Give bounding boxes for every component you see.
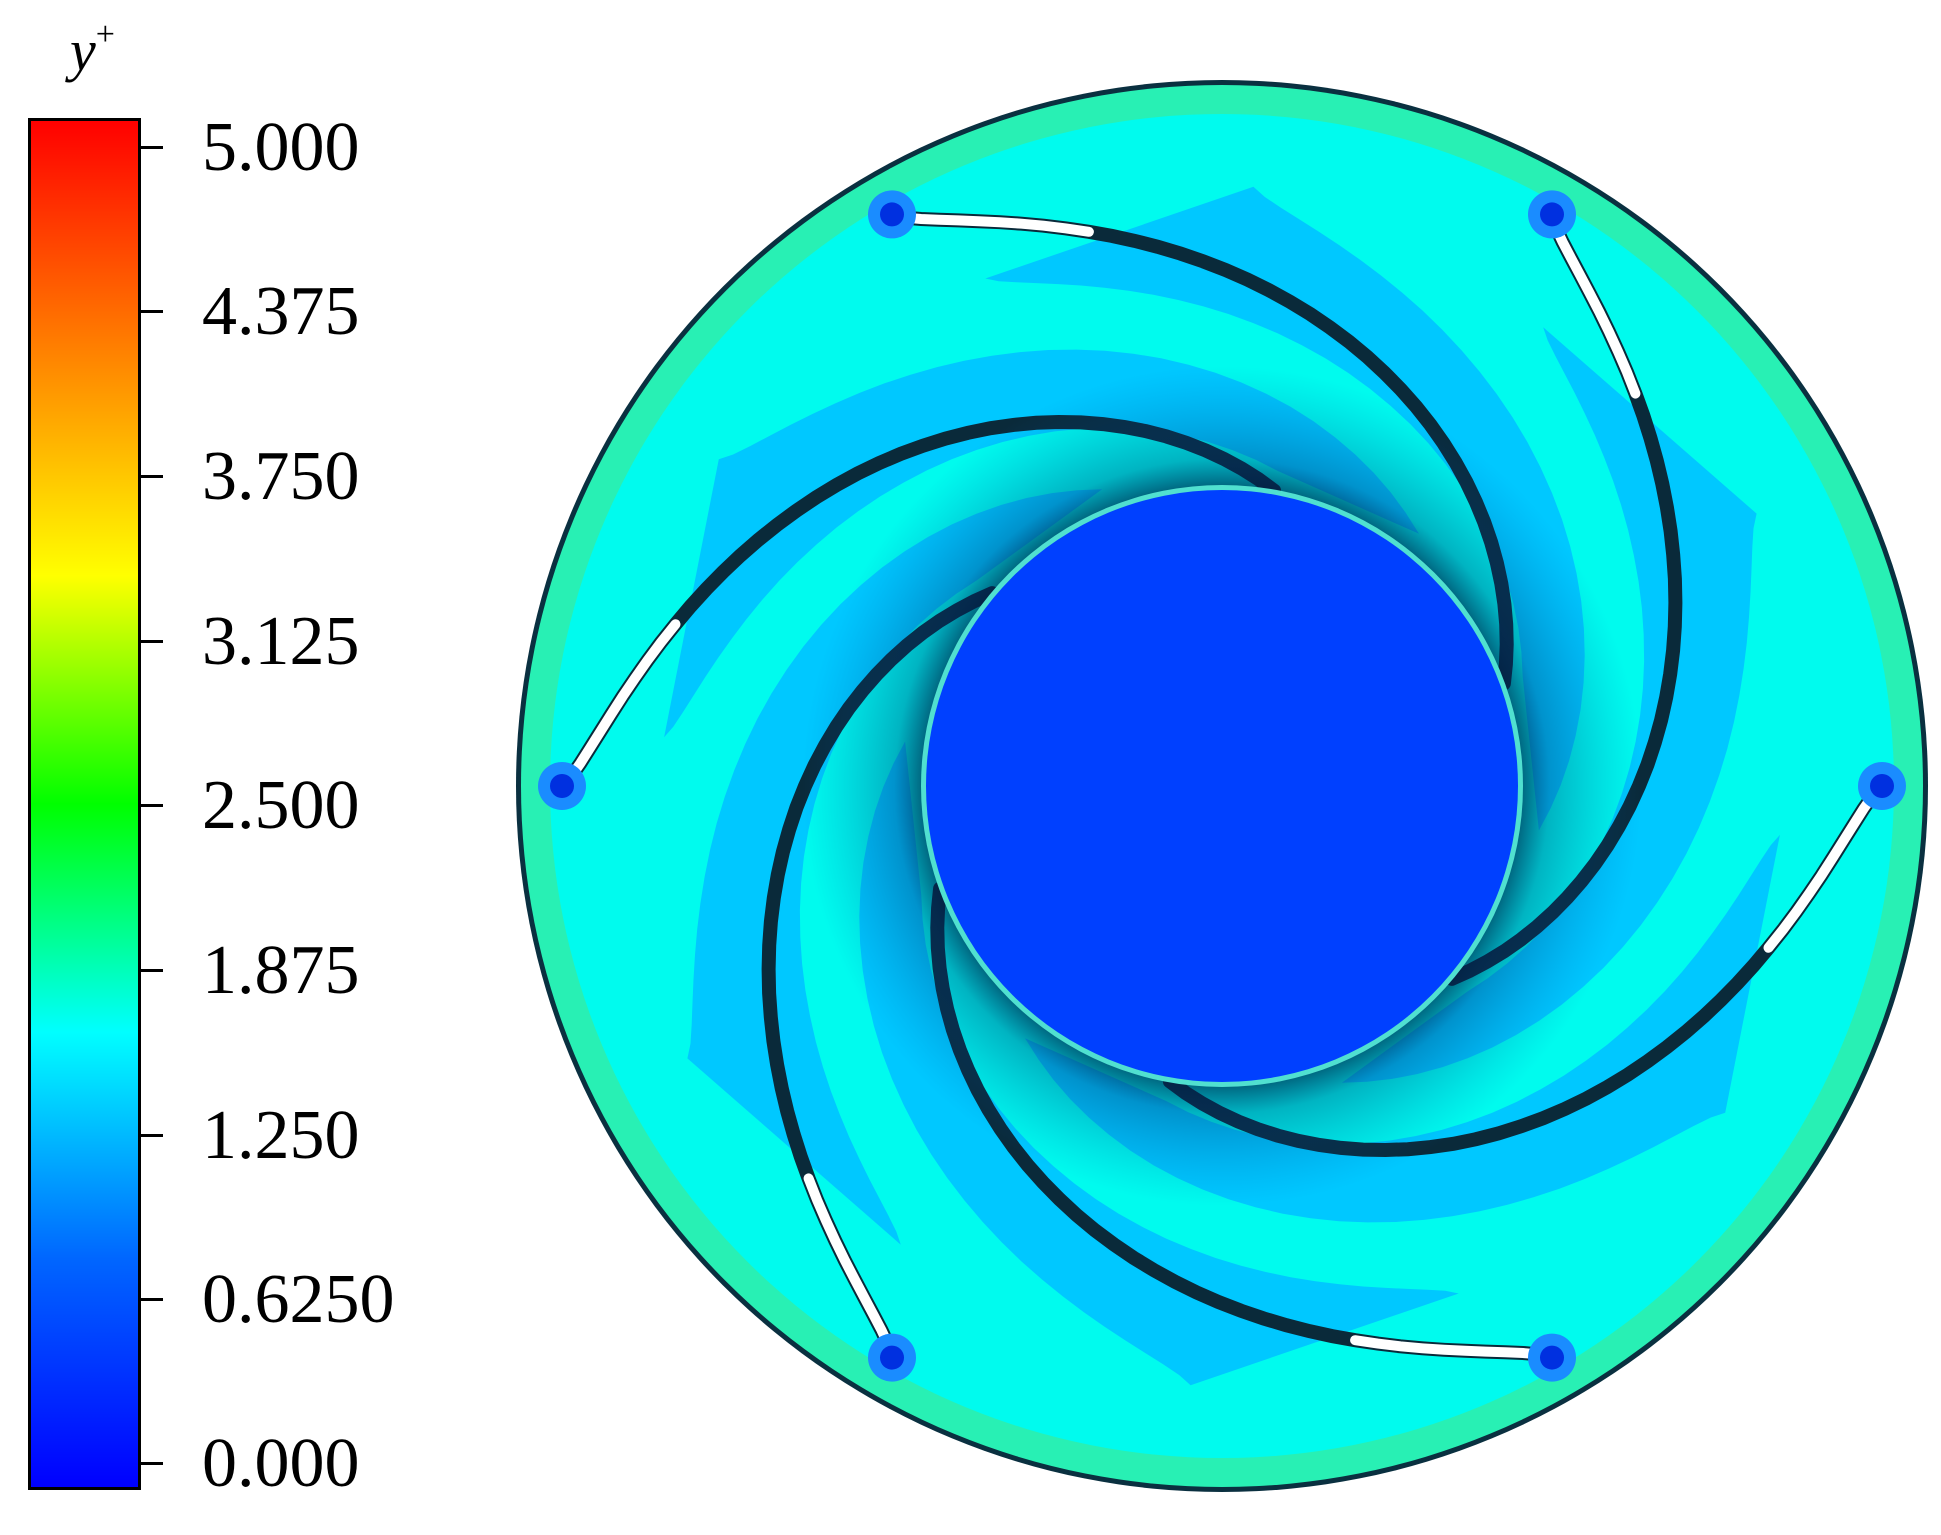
tick-label: 5.000 — [202, 109, 360, 186]
blade-tip-marker — [880, 202, 904, 227]
blade-tip-marker — [1540, 1345, 1564, 1370]
tick-label: 1.250 — [202, 1097, 360, 1174]
flow-band — [859, 741, 1459, 1386]
tick-label: 4.375 — [202, 273, 360, 350]
tick-mark — [141, 310, 163, 313]
tick-mark — [141, 146, 163, 149]
flow-band — [687, 489, 1103, 1245]
tick-mark — [141, 640, 163, 643]
tick-label: 1.875 — [202, 932, 360, 1009]
tick-label: 3.125 — [202, 603, 360, 680]
blade-tip-marker — [550, 774, 574, 798]
colorbar — [28, 118, 141, 1490]
hub — [926, 490, 1518, 1082]
legend-title-superscript: + — [95, 16, 115, 53]
tick-mark — [141, 1134, 163, 1137]
blade-tip-marker — [1870, 774, 1894, 798]
tick-mark — [141, 969, 163, 972]
flow-band — [985, 186, 1585, 831]
tick-mark — [141, 475, 163, 478]
tick-label: 2.500 — [202, 767, 360, 844]
tick-label: 0.6250 — [202, 1261, 395, 1338]
blade-tip-marker — [1540, 202, 1564, 227]
blade-tip-markers — [538, 190, 1906, 1382]
blade-tip-marker — [880, 1345, 904, 1370]
tick-mark — [141, 1298, 163, 1301]
legend-title-base: y — [70, 18, 96, 83]
flow-band — [1341, 327, 1757, 1083]
tick-mark — [141, 1462, 163, 1465]
legend-title: y+ — [70, 18, 115, 80]
tick-label: 3.750 — [202, 438, 360, 515]
tick-mark — [141, 804, 163, 807]
tick-label: 0.000 — [202, 1425, 360, 1502]
